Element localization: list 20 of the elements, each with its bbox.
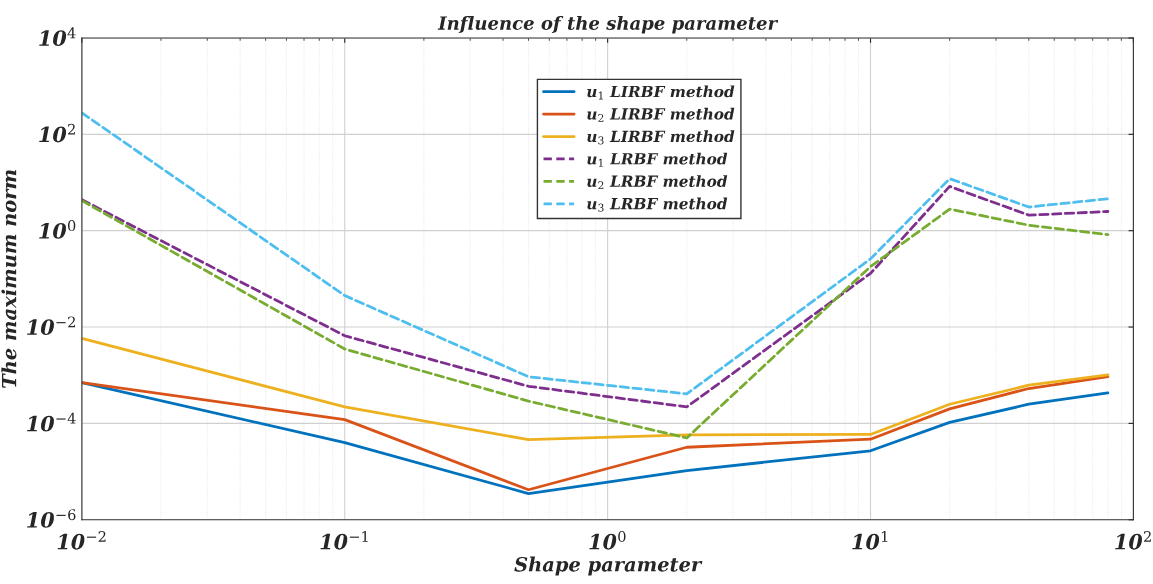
- x-axis-title: Shape parameter: [514, 556, 703, 576]
- legend-label: u$_{1}$ LRBF method: [587, 152, 728, 167]
- legend-label: u$_{2}$ LIRBF method: [587, 107, 735, 122]
- legend-label: u$_{3}$ LRBF method: [587, 197, 728, 212]
- y-axis-title: The maximum norm: [1, 170, 17, 388]
- chart-title: Influence of the shape parameter: [437, 15, 779, 34]
- x-tick-label: 10$^{0}$: [589, 530, 626, 550]
- y-tick-label: 10$^{4}$: [39, 27, 76, 47]
- y-tick-label: 10$^{−6}$: [27, 509, 76, 528]
- legend-label: u$_{3}$ LIRBF method: [587, 130, 735, 145]
- y-tick-label: 10$^{0}$: [39, 220, 76, 239]
- x-tick-label: 10$^{−2}$: [57, 530, 106, 550]
- y-tick-label: 10$^{2}$: [39, 123, 75, 143]
- x-tick-label: 10$^{1}$: [852, 530, 888, 550]
- y-tick-label: 10$^{−4}$: [27, 412, 76, 432]
- legend-label: u$_{1}$ LIRBF method: [587, 85, 735, 100]
- x-tick-label: 10$^{2}$: [1115, 530, 1151, 550]
- y-tick-label: 10$^{−2}$: [27, 316, 75, 336]
- legend-label: u$_{2}$ LRBF method: [587, 175, 728, 190]
- x-tick-label: 10$^{−1}$: [320, 530, 368, 550]
